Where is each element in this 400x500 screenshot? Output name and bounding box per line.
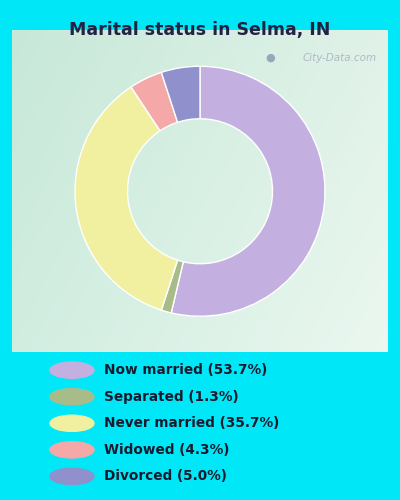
Circle shape	[50, 388, 94, 405]
Wedge shape	[161, 260, 183, 313]
Wedge shape	[75, 87, 178, 310]
Text: Widowed (4.3%): Widowed (4.3%)	[104, 443, 229, 457]
Text: Never married (35.7%): Never married (35.7%)	[104, 416, 279, 430]
Wedge shape	[161, 66, 200, 122]
Wedge shape	[171, 66, 325, 316]
Wedge shape	[131, 72, 178, 131]
Text: Marital status in Selma, IN: Marital status in Selma, IN	[69, 21, 331, 39]
Circle shape	[50, 468, 94, 484]
Text: Divorced (5.0%): Divorced (5.0%)	[104, 470, 227, 484]
Text: ●: ●	[266, 52, 275, 62]
Circle shape	[50, 362, 94, 378]
Circle shape	[50, 415, 94, 432]
Text: Now married (53.7%): Now married (53.7%)	[104, 363, 267, 377]
Text: City-Data.com: City-Data.com	[302, 52, 377, 62]
Text: Separated (1.3%): Separated (1.3%)	[104, 390, 239, 404]
Circle shape	[50, 442, 94, 458]
